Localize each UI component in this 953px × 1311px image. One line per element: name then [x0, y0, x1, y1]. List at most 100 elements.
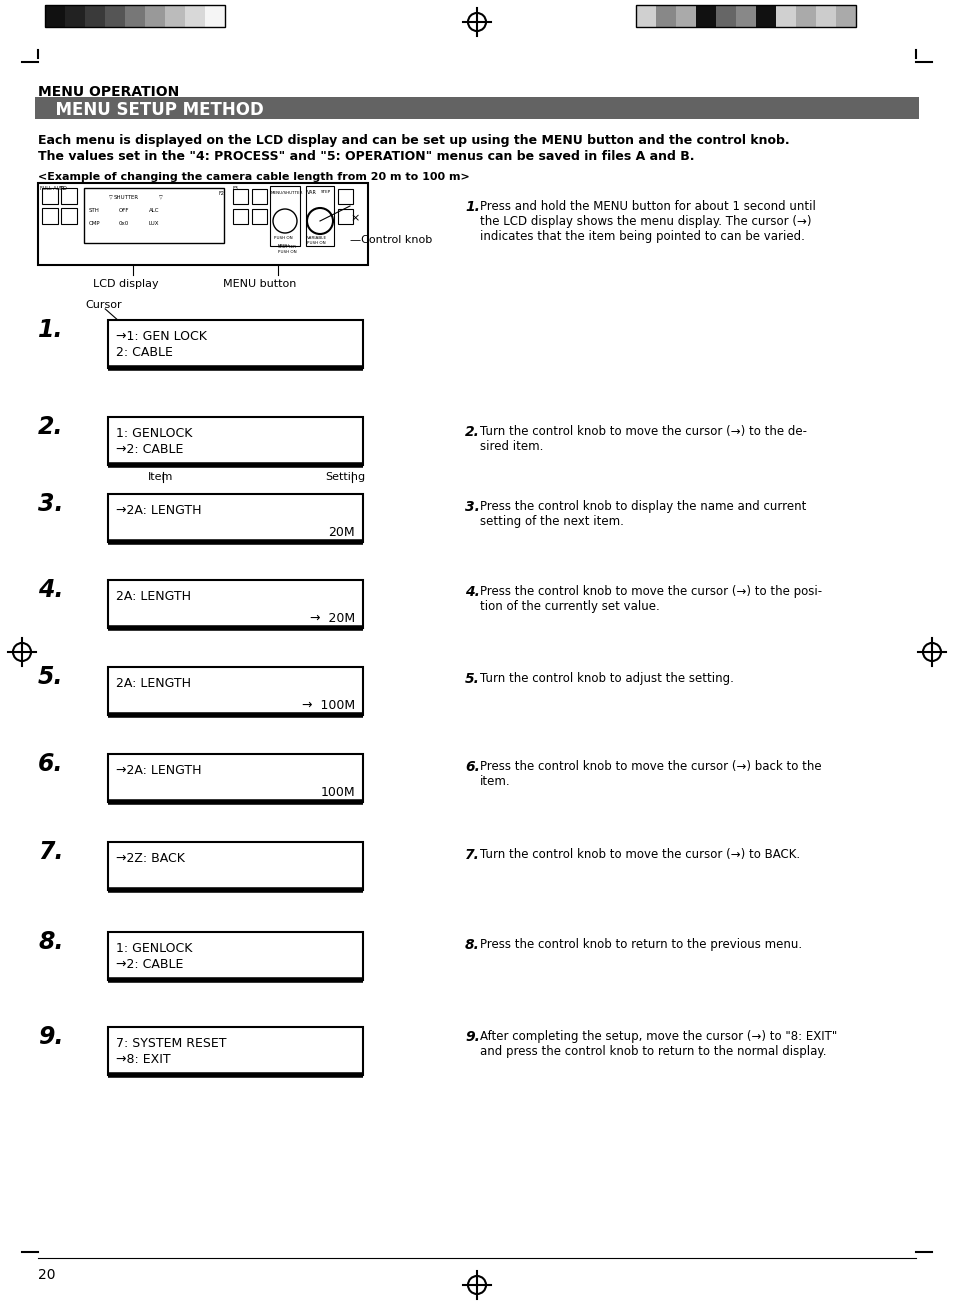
Bar [42, 187, 58, 205]
Bar [735, 5, 755, 28]
Text: 4.: 4. [38, 578, 64, 602]
Text: PUSH ON: PUSH ON [277, 250, 296, 254]
Bar [252, 208, 267, 224]
Text: —Control knob: —Control knob [350, 235, 432, 245]
Text: 6.: 6. [464, 760, 479, 773]
Bar [795, 5, 815, 28]
Text: <Example of changing the camera cable length from 20 m to 100 m>: <Example of changing the camera cable le… [38, 172, 469, 182]
Bar [205, 5, 225, 28]
Text: Turn the control knob to move the cursor (→) to BACK.: Turn the control knob to move the cursor… [479, 848, 800, 861]
Bar [165, 5, 185, 28]
Text: CMP: CMP [89, 222, 100, 225]
Text: 0x0: 0x0 [119, 222, 129, 225]
Text: Setting: Setting [325, 472, 365, 482]
Text: VAR: VAR [307, 190, 316, 195]
Text: 2.: 2. [38, 416, 64, 439]
Bar [45, 5, 65, 28]
Bar [145, 5, 165, 28]
Bar [233, 208, 248, 224]
Text: MENU SETUP METHOD: MENU SETUP METHOD [44, 101, 263, 119]
Bar [35, 97, 918, 119]
Text: 8.: 8. [464, 937, 479, 952]
Bar [775, 5, 795, 28]
Text: SHUTTER: SHUTTER [277, 245, 296, 249]
Bar [656, 5, 676, 28]
Text: PUSH ON: PUSH ON [307, 241, 325, 245]
Bar [45, 5, 225, 28]
Bar [755, 5, 775, 28]
Text: →8: EXIT: →8: EXIT [116, 1053, 171, 1066]
Text: →2: CABLE: →2: CABLE [116, 443, 183, 456]
Text: ALC: ALC [149, 208, 159, 212]
Text: Press the control knob to return to the previous menu.: Press the control knob to return to the … [479, 937, 801, 950]
Text: →1: GEN LOCK: →1: GEN LOCK [116, 330, 207, 343]
Bar [84, 187, 224, 243]
Text: 2A: LENGTH: 2A: LENGTH [116, 590, 191, 603]
Text: 7.: 7. [464, 848, 479, 863]
Text: 1: GENLOCK: 1: GENLOCK [116, 943, 193, 954]
Bar [108, 494, 363, 541]
Bar [696, 5, 716, 28]
Text: 5.: 5. [38, 665, 64, 690]
Bar [676, 5, 696, 28]
Bar [108, 754, 363, 802]
Text: VARIABLE: VARIABLE [307, 236, 327, 240]
Bar [42, 208, 58, 224]
Text: →  20M: → 20M [310, 612, 355, 625]
Text: STEP: STEP [320, 190, 331, 194]
Text: 9.: 9. [464, 1030, 479, 1044]
Text: →2: CABLE: →2: CABLE [116, 958, 183, 971]
Text: 2A: LENGTH: 2A: LENGTH [116, 676, 191, 690]
Text: 1: GENLOCK: 1: GENLOCK [116, 427, 193, 440]
Bar [815, 5, 835, 28]
Bar [306, 186, 334, 246]
Text: →2Z: BACK: →2Z: BACK [116, 852, 185, 865]
Bar [61, 208, 77, 224]
Bar [108, 320, 363, 368]
Text: The values set in the "4: PROCESS" and "5: OPERATION" menus can be saved in file: The values set in the "4: PROCESS" and "… [38, 149, 694, 163]
Text: MENU button: MENU button [223, 279, 296, 288]
Bar [108, 579, 363, 628]
Text: F2: F2 [219, 191, 225, 197]
Text: 20M: 20M [328, 526, 355, 539]
Text: →2A: LENGTH: →2A: LENGTH [116, 764, 201, 777]
Text: 7: SYSTEM RESET: 7: SYSTEM RESET [116, 1037, 226, 1050]
Text: 4.: 4. [464, 585, 479, 599]
Text: 7.: 7. [38, 840, 64, 864]
Bar [108, 842, 363, 890]
Text: 20: 20 [38, 1268, 55, 1282]
Bar [835, 5, 855, 28]
Text: ×: × [350, 212, 359, 223]
Bar [38, 184, 368, 265]
Text: ▽: ▽ [159, 195, 163, 201]
Text: Press the control knob to display the name and current
setting of the next item.: Press the control knob to display the na… [479, 499, 805, 528]
Text: FULL AUTO: FULL AUTO [40, 186, 67, 191]
Bar [337, 208, 353, 224]
Bar [108, 417, 363, 465]
Text: SHUTTER: SHUTTER [113, 195, 139, 201]
Bar [185, 5, 205, 28]
Text: OFF: OFF [119, 208, 130, 212]
Text: ▽: ▽ [109, 195, 112, 201]
Text: 5.: 5. [464, 673, 479, 686]
Bar [125, 5, 145, 28]
Text: STH: STH [89, 208, 100, 212]
Text: 9.: 9. [38, 1025, 64, 1049]
Text: LCD display: LCD display [92, 279, 158, 288]
Bar [337, 189, 353, 205]
Text: Each menu is displayed on the LCD display and can be set up using the MENU butto: Each menu is displayed on the LCD displa… [38, 134, 789, 147]
Text: 8.: 8. [38, 929, 64, 954]
Text: 100M: 100M [320, 787, 355, 798]
Bar [252, 189, 267, 205]
Text: MENU/SHUTTER: MENU/SHUTTER [271, 191, 303, 195]
Bar [108, 1027, 363, 1075]
Text: 2: CABLE: 2: CABLE [116, 346, 172, 359]
Text: 1.: 1. [38, 319, 64, 342]
Text: MENU: MENU [277, 244, 290, 248]
Text: 3.: 3. [38, 492, 64, 517]
Text: LUX: LUX [149, 222, 159, 225]
Bar [108, 932, 363, 981]
Text: 6.: 6. [38, 753, 64, 776]
Text: Press and hold the MENU button for about 1 second until
the LCD display shows th: Press and hold the MENU button for about… [479, 201, 815, 243]
Text: Cursor: Cursor [85, 300, 121, 309]
